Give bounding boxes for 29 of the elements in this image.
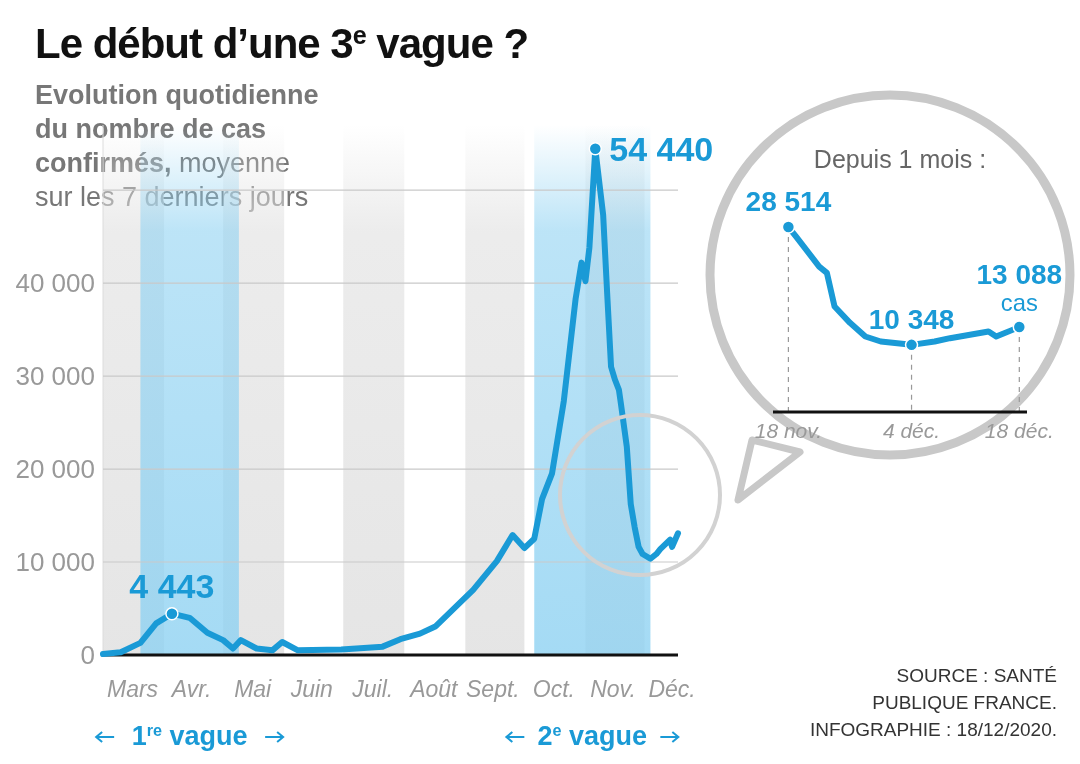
chart-title: Depuis 1 mois : — [813, 145, 987, 173]
annotation: 54 440 — [609, 129, 714, 168]
annotation: 10 348 — [868, 303, 955, 335]
x-tick-label: Juin — [289, 676, 333, 702]
legend-label: 1$^{re}$ vague — [131, 721, 248, 751]
source-note: SOURCE : SANTÉ PUBLIQUE FRANCE. INFOGRAPHIE : 18/12/2020. — [809, 665, 1057, 740]
y-tick-label: 30 000 — [15, 361, 95, 392]
y-tick-label: 0 — [80, 640, 95, 670]
x-tick-label: Sept. — [466, 676, 520, 702]
x-tick-label: Mars — [106, 676, 159, 702]
annotation: 28 514 — [745, 186, 832, 217]
y-tick-label: 40 000 — [15, 268, 95, 299]
y-tick-label: 10 000 — [15, 547, 95, 578]
annotation: 4 443 — [129, 566, 215, 605]
x-tick-label: Nov. — [590, 676, 636, 702]
annotation: 13 088 cas — [976, 259, 1063, 317]
x-tick-label: 4 déc. — [882, 419, 941, 442]
x-tick-label: Avr. — [169, 676, 212, 702]
text: Evolution quotidienne du nombre de cas confirmés, moyenne sur les 7 derniers jours — [35, 80, 319, 212]
y-tick-label: 20 000 — [15, 454, 95, 485]
x-tick-label: Août — [408, 676, 460, 702]
x-tick-label: Mai — [234, 676, 273, 702]
x-tick-label: 18 déc. — [984, 419, 1054, 442]
legend-label: 2$^{e}$ vague — [537, 721, 648, 751]
x-tick-label: Juil. — [351, 676, 394, 702]
x-tick-label: 18 nov. — [754, 419, 823, 442]
x-tick-label: Déc. — [648, 676, 696, 702]
chart-title: Le début d’une 3$^{e}$ vague ? — [35, 20, 529, 67]
x-tick-label: Oct. — [532, 676, 576, 702]
